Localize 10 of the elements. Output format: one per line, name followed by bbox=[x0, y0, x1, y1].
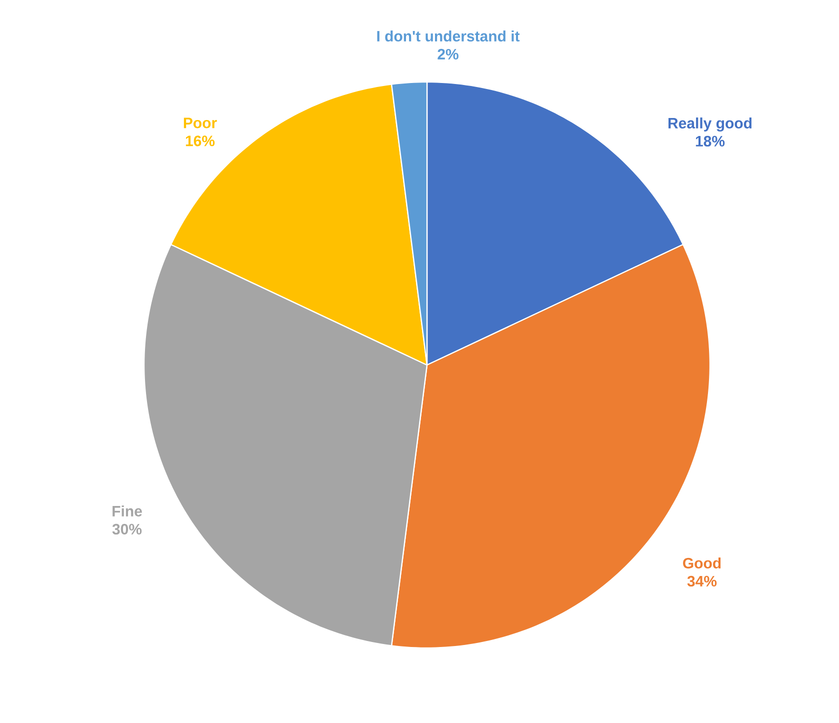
slice-label: I don't understand it bbox=[377, 30, 520, 42]
data-label: 34% bbox=[687, 576, 717, 587]
slice-label: Good bbox=[683, 557, 721, 568]
slice-label: Fine bbox=[112, 505, 142, 516]
slice-label: Really good bbox=[668, 117, 752, 132]
data-label: 2% bbox=[438, 48, 458, 60]
slice-label: Poor bbox=[184, 118, 217, 128]
data-label: 30% bbox=[112, 524, 142, 535]
data-label: 16% bbox=[186, 136, 215, 146]
data-label: 18% bbox=[696, 136, 725, 146]
